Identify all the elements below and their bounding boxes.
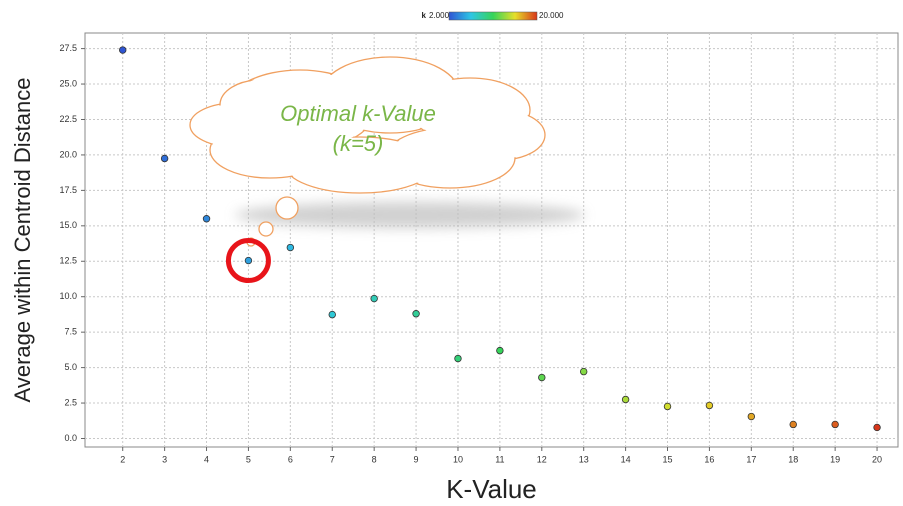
- x-tick-label: 16: [704, 454, 714, 464]
- x-tick-label: 8: [372, 454, 377, 464]
- cloud-bubble: [276, 197, 298, 219]
- x-tick-label: 12: [537, 454, 547, 464]
- annotation-text: (k=5): [333, 131, 384, 156]
- y-tick-label: 7.5: [64, 327, 77, 337]
- point: [580, 368, 587, 375]
- x-tick-label: 5: [246, 454, 251, 464]
- point: [664, 403, 671, 410]
- y-tick-label: 10.0: [59, 291, 77, 301]
- x-tick-label: 4: [204, 454, 209, 464]
- x-tick-label: 10: [453, 454, 463, 464]
- y-tick-label: 15.0: [59, 220, 77, 230]
- y-tick-label: 12.5: [59, 256, 77, 266]
- point: [329, 311, 336, 318]
- point: [748, 413, 755, 420]
- x-tick-label: 3: [162, 454, 167, 464]
- x-tick-label: 6: [288, 454, 293, 464]
- point: [790, 421, 797, 428]
- x-tick-label: 19: [830, 454, 840, 464]
- y-tick-label: 0.0: [64, 433, 77, 443]
- x-tick-label: 7: [330, 454, 335, 464]
- point: [161, 155, 168, 162]
- point: [413, 310, 420, 317]
- x-tick-label: 14: [621, 454, 631, 464]
- x-tick-label: 13: [579, 454, 589, 464]
- point: [203, 215, 210, 222]
- y-tick-label: 20.0: [59, 149, 77, 159]
- point: [245, 257, 252, 264]
- y-tick-label: 22.5: [59, 114, 77, 124]
- point: [119, 47, 126, 54]
- x-tick-label: 15: [663, 454, 673, 464]
- legend-min: 2.000: [429, 11, 450, 20]
- legend-max: 20.000: [539, 11, 564, 20]
- point: [287, 244, 294, 251]
- y-tick-label: 17.5: [59, 185, 77, 195]
- point: [622, 396, 629, 403]
- cloud-bubble: [259, 222, 273, 236]
- point: [371, 295, 378, 302]
- point: [497, 347, 504, 354]
- annotation-text: Optimal k-Value: [280, 101, 436, 126]
- point: [874, 424, 881, 431]
- x-tick-label: 9: [414, 454, 419, 464]
- point: [538, 374, 545, 381]
- point: [455, 355, 462, 362]
- point: [706, 402, 713, 409]
- x-tick-label: 20: [872, 454, 882, 464]
- y-tick-label: 5.0: [64, 362, 77, 372]
- y-tick-label: 2.5: [64, 397, 77, 407]
- x-tick-label: 17: [746, 454, 756, 464]
- y-axis-title: Average within Centroid Distance: [10, 78, 35, 403]
- y-tick-label: 27.5: [59, 43, 77, 53]
- x-axis-title: K-Value: [446, 474, 537, 504]
- page: {"chart_data": { "type": "scatter", "x_l…: [0, 0, 903, 506]
- legend-bar: [449, 12, 537, 20]
- point: [832, 421, 839, 428]
- y-tick-label: 25.0: [59, 78, 77, 88]
- x-tick-label: 11: [495, 454, 504, 464]
- x-tick-label: 2: [120, 454, 125, 464]
- x-tick-label: 18: [788, 454, 798, 464]
- legend-title: k: [422, 11, 427, 20]
- chart: 0.0 2.5 5.0 7.5 10.0 12.5 15.0 17.5 20.0 22.5 25.0…: [0, 0, 903, 506]
